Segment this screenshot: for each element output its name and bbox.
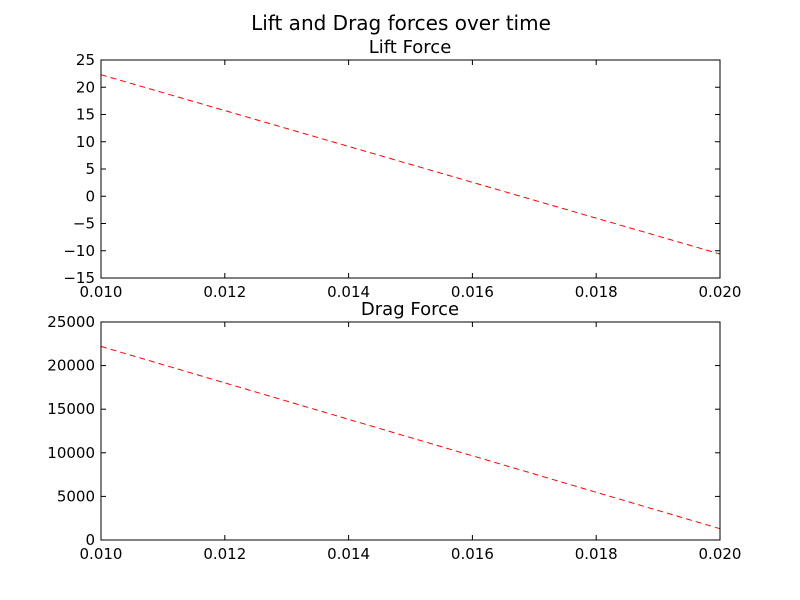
lift-force-x-tick-label: 0.020 [699, 283, 742, 301]
drag-force-x-tick-label: 0.018 [575, 545, 618, 563]
lift-force-x-tick-label: 0.016 [451, 283, 494, 301]
figure-title: Lift and Drag forces over time [251, 11, 551, 35]
lift-force-y-tick-label: 25 [76, 51, 95, 69]
drag-force-axes: Drag Force 0.010 0.012 0.014 0.016 0.018 0.02… [47, 299, 741, 563]
lift-force-y-tick-label: 0 [85, 187, 95, 205]
lift-force-y-tick-label: 5 [85, 160, 95, 178]
drag-force-x-tick-label: 0.014 [327, 545, 370, 563]
lift-force-x-tick-label: 0.012 [203, 283, 246, 301]
lift-force-axes: Lift Force 0.010 0.012 0.014 0.016 0.018 0.02… [63, 37, 741, 301]
drag-force-y-tick-label: 15000 [47, 400, 95, 418]
drag-force-y-tick-label: 10000 [47, 444, 95, 462]
drag-force-frame [100, 321, 721, 541]
drag-force-x-tick-label: 0.020 [699, 545, 742, 563]
lift-force-y-tick-label: −5 [73, 215, 95, 233]
lift-force-x-tick-label: 0.018 [575, 283, 618, 301]
drag-force-title: Drag Force [361, 299, 459, 320]
lift-force-y-tick-label: 10 [76, 133, 95, 151]
lift-force-ticks: 0.010 0.012 0.014 0.016 0.018 0.020 −15 −10 −5 0 5… [63, 51, 741, 301]
drag-force-y-tick-label: 25000 [47, 313, 95, 331]
lift-force-y-tick-label: 15 [76, 106, 95, 124]
drag-force-y-tick-label: 5000 [57, 487, 95, 505]
lift-force-series [100, 74, 721, 255]
lift-force-frame [100, 59, 721, 279]
lift-force-y-tick-label: −15 [63, 269, 95, 287]
drag-force-x-tick-label: 0.010 [80, 545, 123, 563]
drag-force-y-tick-label: 0 [85, 531, 95, 549]
lift-force-x-tick-label: 0.014 [327, 283, 370, 301]
lift-force-title: Lift Force [369, 37, 452, 58]
lift-force-y-tick-label: −10 [63, 242, 95, 260]
drag-force-x-tick-label: 0.012 [203, 545, 246, 563]
drag-force-line [100, 345, 721, 530]
lift-force-line [100, 74, 721, 255]
drag-force-y-tick-label: 20000 [47, 357, 95, 375]
drag-force-series [100, 345, 721, 530]
drag-force-ticks: 0.010 0.012 0.014 0.016 0.018 0.020 0 5000 10000… [47, 313, 741, 563]
lift-force-y-tick-label: 20 [76, 78, 95, 96]
lift-force-x-tick-label: 0.010 [80, 283, 123, 301]
drag-force-x-tick-label: 0.016 [451, 545, 494, 563]
